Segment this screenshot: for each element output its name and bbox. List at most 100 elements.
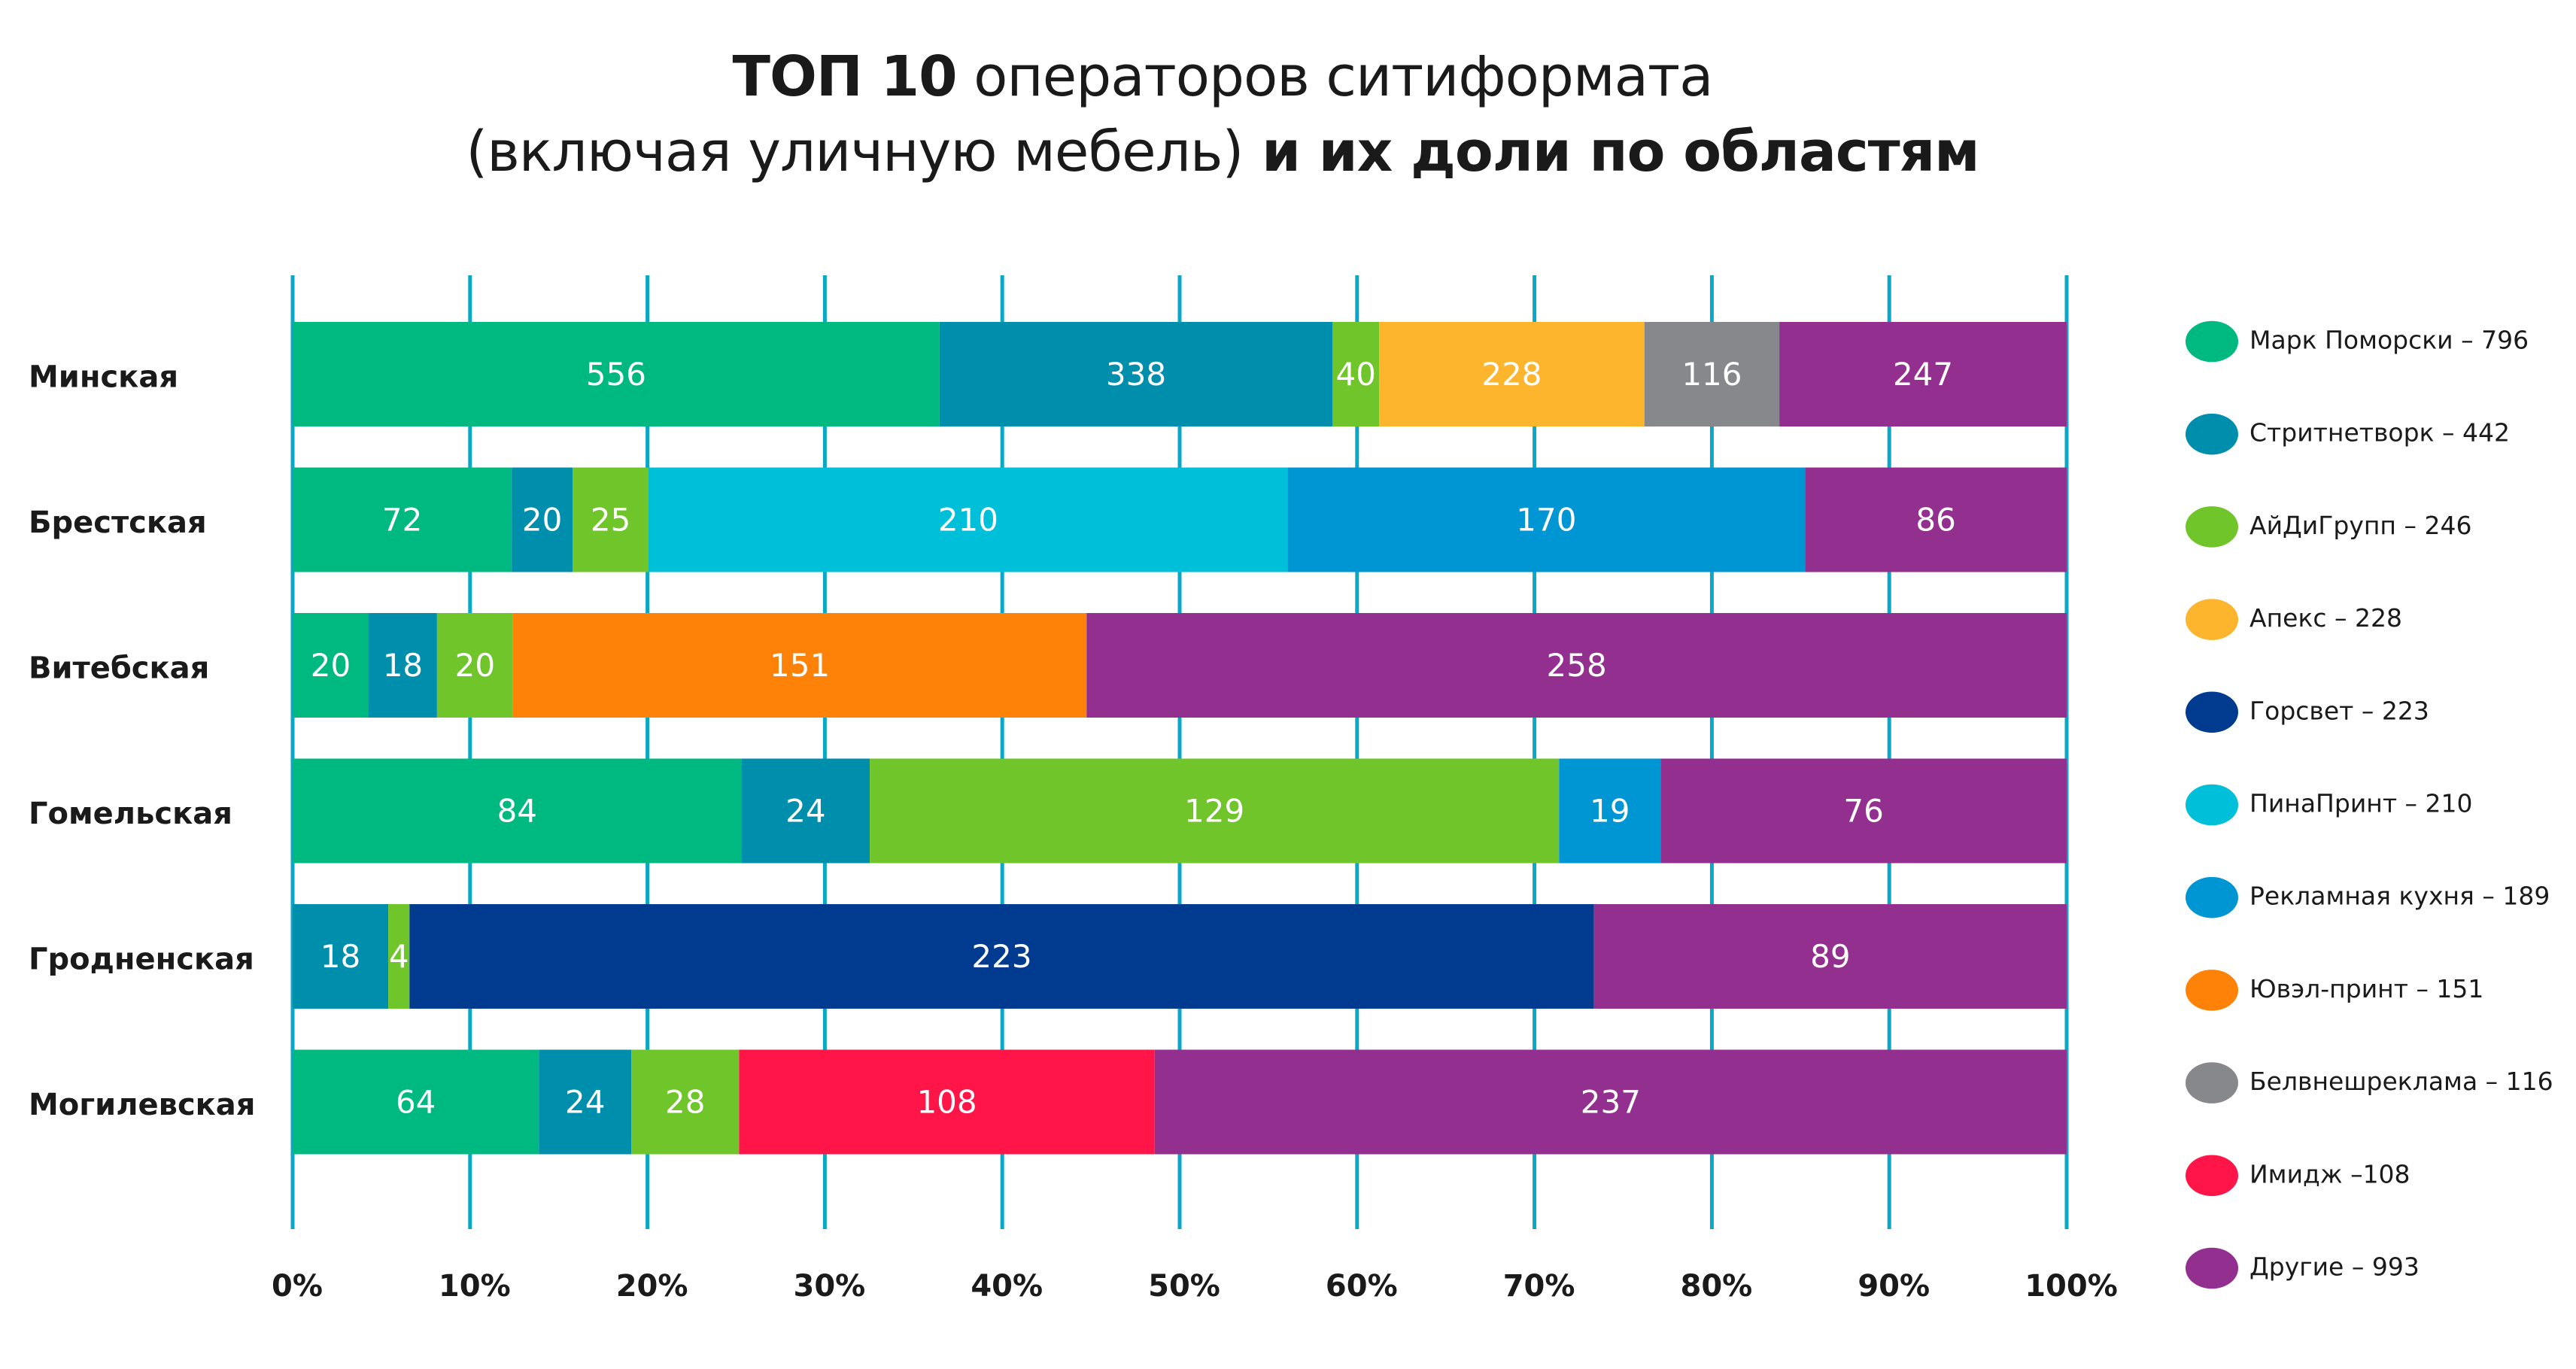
legend-swatch-icon	[2186, 413, 2238, 455]
title-line2-regular: (включая уличную мебель)	[466, 120, 1244, 184]
legend-label: Белвнешреклама – 116	[2249, 1067, 2553, 1096]
bar-segment	[1086, 613, 2067, 718]
bar-segment	[741, 758, 870, 864]
bar-segment-label: 170	[1516, 502, 1576, 539]
x-tick-label: 40%	[971, 1269, 1043, 1304]
bar-row: 72 20 25 210 170 86	[293, 467, 2067, 572]
legend-label: Другие – 993	[2249, 1252, 2420, 1282]
bar-segment	[939, 322, 1333, 426]
legend-label: Стритнетворк – 442	[2249, 418, 2510, 448]
x-tick-label: 50%	[1148, 1269, 1220, 1304]
title-line-2: (включая уличную мебель) и их доли по об…	[0, 114, 2445, 190]
title-line2-bold: и их доли по областям	[1243, 120, 1980, 184]
bar-segment-label: 72	[382, 502, 422, 539]
bar-segment	[409, 904, 1594, 1009]
title-line-1: ТОП 10 операторов ситиформата	[0, 39, 2445, 114]
bar-segment-label: 129	[1184, 793, 1244, 830]
legend-item: Ювэл-принт – 151	[2186, 970, 2483, 1011]
legend-swatch-icon	[2186, 1247, 2238, 1289]
bar-segment-label: 25	[591, 502, 630, 539]
bar-segment	[293, 758, 742, 864]
x-tick-label: 100%	[2025, 1269, 2118, 1304]
bar-segment	[1644, 322, 1780, 426]
bar-row: 556 338 40 228 116 247	[293, 322, 2067, 426]
x-tick-label: 90%	[1858, 1269, 1930, 1304]
bar-row: 84 24 129 19 76	[293, 758, 2067, 864]
bar-segment	[512, 467, 573, 572]
x-tick-label: 30%	[794, 1269, 866, 1304]
bar-segment-label: 76	[1843, 793, 1883, 830]
bar-segment-label: 338	[1106, 356, 1166, 393]
bar-segment	[1559, 758, 1661, 864]
legend-label: Горсвет – 223	[2249, 696, 2429, 725]
bar-segment-label: 4	[389, 938, 409, 975]
bar-segment	[293, 613, 369, 718]
bar-segment	[1805, 467, 2067, 572]
bar-segment	[293, 1049, 539, 1155]
bar-segment	[293, 904, 389, 1009]
bar-segment	[1332, 322, 1380, 426]
legend-label: Ювэл-принт – 151	[2249, 974, 2483, 1003]
bar-segment-label: 247	[1893, 356, 1953, 393]
bar-segment	[870, 758, 1560, 864]
bar-segment	[1593, 904, 2067, 1009]
legend-item: Марк Поморски – 796	[2186, 320, 2529, 363]
legend-swatch-icon	[2186, 784, 2238, 826]
category-label: Гомельская	[29, 797, 232, 831]
legend-swatch-icon	[2186, 970, 2238, 1011]
bar-segment	[1154, 1049, 2067, 1155]
bar-segment	[388, 904, 410, 1009]
bar-segment-label: 28	[665, 1084, 705, 1121]
legend-swatch-icon	[2186, 1062, 2238, 1103]
bar-row: 18 4 223 89	[293, 904, 2067, 1009]
bar-segment	[1379, 322, 1645, 426]
legend-swatch-icon	[2186, 320, 2238, 363]
legend-label: Марк Поморски – 796	[2249, 326, 2529, 355]
legend-label: Имидж –108	[2249, 1159, 2410, 1188]
legend-item: Горсвет – 223	[2186, 691, 2429, 733]
legend-item: Апекс – 228	[2186, 599, 2402, 640]
bar-segment-label: 84	[497, 793, 537, 830]
legend-label: Апекс – 228	[2249, 603, 2402, 633]
bar-segment	[293, 467, 512, 572]
bar-segment	[573, 467, 649, 572]
bar-segment-label: 210	[938, 502, 998, 539]
legend-swatch-icon	[2186, 599, 2238, 640]
bar-segment	[739, 1049, 1155, 1155]
legend-label: АйДиГрупп – 246	[2249, 511, 2471, 540]
bar-row: 64 24 28 108 237	[293, 1049, 2067, 1155]
bar-segment-label: 89	[1810, 938, 1850, 975]
legend-item: АйДиГрупп – 246	[2186, 506, 2471, 548]
legend-swatch-icon	[2186, 1155, 2238, 1197]
category-label: Витебская	[29, 651, 209, 686]
bar-segment	[539, 1049, 632, 1155]
bar-segment-label: 20	[311, 647, 351, 684]
bar-segment	[436, 613, 513, 718]
x-tick-label: 70%	[1503, 1269, 1575, 1304]
bar-segment	[1287, 467, 1806, 572]
bar-segment-label: 18	[320, 938, 360, 975]
bar-segment	[649, 467, 1288, 572]
bar-segment-label: 258	[1547, 647, 1607, 684]
legend-item: Белвнешреклама – 116	[2186, 1062, 2553, 1103]
category-labels: Минская Брестская Витебская Гомельская Гродн…	[29, 360, 255, 1123]
legend-swatch-icon	[2186, 876, 2238, 918]
bar-segment-label: 18	[383, 647, 423, 684]
bars: 556 338 40 228 116 247 72 20 25 210 170 86 20 18 20 151…	[293, 322, 2067, 1155]
bar-row: 20 18 20 151 258	[293, 613, 2067, 718]
category-label: Могилевская	[29, 1088, 255, 1122]
bar-segment-label: 108	[916, 1084, 977, 1121]
bar-segment-label: 20	[455, 647, 495, 684]
bar-segment-label: 228	[1481, 356, 1542, 393]
bar-segment-label: 40	[1336, 356, 1376, 393]
legend-swatch-icon	[2186, 506, 2238, 548]
bar-segment	[293, 322, 940, 426]
x-tick-label: 80%	[1681, 1269, 1753, 1304]
legend: Марк Поморски – 796 Стритнетворк – 442 АйД…	[2186, 320, 2553, 1289]
bar-segment-label: 64	[396, 1084, 436, 1121]
legend-label: ПинаПринт – 210	[2249, 789, 2473, 818]
bar-segment-label: 556	[586, 356, 646, 393]
bar-segment	[1660, 758, 2067, 864]
bar-segment-label: 86	[1915, 502, 1955, 539]
